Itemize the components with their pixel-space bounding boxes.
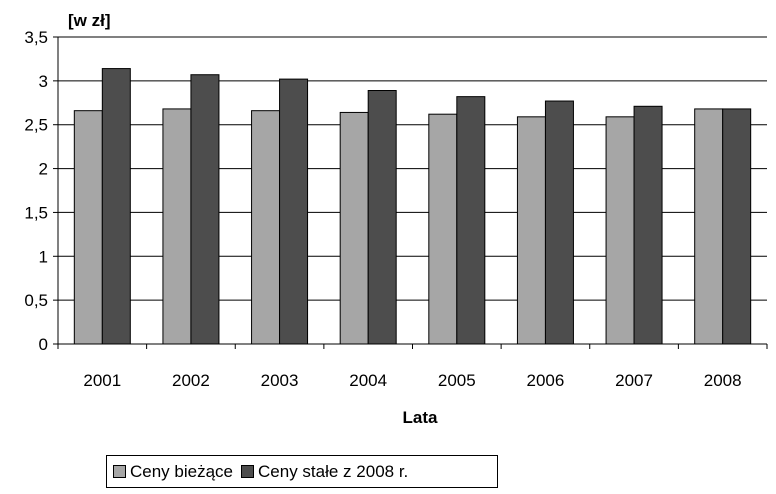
bars <box>73 68 752 345</box>
bar-constant-prices <box>190 74 220 345</box>
x-tick-label: 2002 <box>172 371 210 390</box>
y-tick-label: 2,5 <box>24 116 48 135</box>
bar-current-prices <box>339 111 369 345</box>
y-tick-label: 3,5 <box>24 28 48 47</box>
y-tick-label: 1,5 <box>24 203 48 222</box>
legend-swatch-constant-prices <box>241 465 255 478</box>
y-tick-labels: 0 0,5 1 1,5 2 2,5 3 3,5 <box>24 28 48 354</box>
x-tick-label: 2003 <box>261 371 299 390</box>
legend-item-constant-prices: Ceny stałe z 2008 r. <box>241 462 408 482</box>
bar-constant-prices <box>544 100 574 345</box>
x-tick-label: 2007 <box>615 371 653 390</box>
x-tick-label: 2008 <box>704 371 742 390</box>
y-tick-label: 2 <box>39 160 48 179</box>
bar-current-prices <box>694 108 724 345</box>
bar-current-prices <box>428 113 458 345</box>
y-tick-label: 0 <box>39 335 48 354</box>
x-tick-label: 2004 <box>349 371 387 390</box>
axes <box>53 36 768 349</box>
x-tick-label: 2001 <box>83 371 121 390</box>
bar-constant-prices <box>722 108 752 345</box>
bar-constant-prices <box>101 68 131 345</box>
bar-constant-prices <box>456 96 486 345</box>
legend-label-constant-prices: Ceny stałe z 2008 r. <box>258 461 409 481</box>
bar-constant-prices <box>367 90 397 345</box>
y-tick-label: 1 <box>39 247 48 266</box>
legend: Ceny bieżące Ceny stałe z 2008 r. <box>106 455 498 488</box>
bar-current-prices <box>516 116 546 345</box>
legend-swatch-current-prices <box>113 465 126 478</box>
unit-label: [w zł] <box>68 11 111 30</box>
x-axis-title: Lata <box>403 408 439 427</box>
y-tick-label: 3 <box>39 72 48 91</box>
bar-constant-prices <box>633 105 663 345</box>
bar-current-prices <box>162 108 192 345</box>
x-tick-label: 2005 <box>438 371 476 390</box>
bar-current-prices <box>605 116 635 345</box>
bar-constant-prices <box>279 78 309 345</box>
x-tick-label: 2006 <box>527 371 565 390</box>
y-tick-label: 0,5 <box>24 291 48 310</box>
bar-current-prices <box>73 110 103 345</box>
legend-item-current-prices: Ceny bieżące <box>113 462 233 482</box>
bar-current-prices <box>251 110 281 345</box>
legend-label-current-prices: Ceny bieżące <box>130 461 234 481</box>
x-tick-labels: 2001 2002 2003 2004 2005 2006 2007 2008 <box>83 371 741 390</box>
